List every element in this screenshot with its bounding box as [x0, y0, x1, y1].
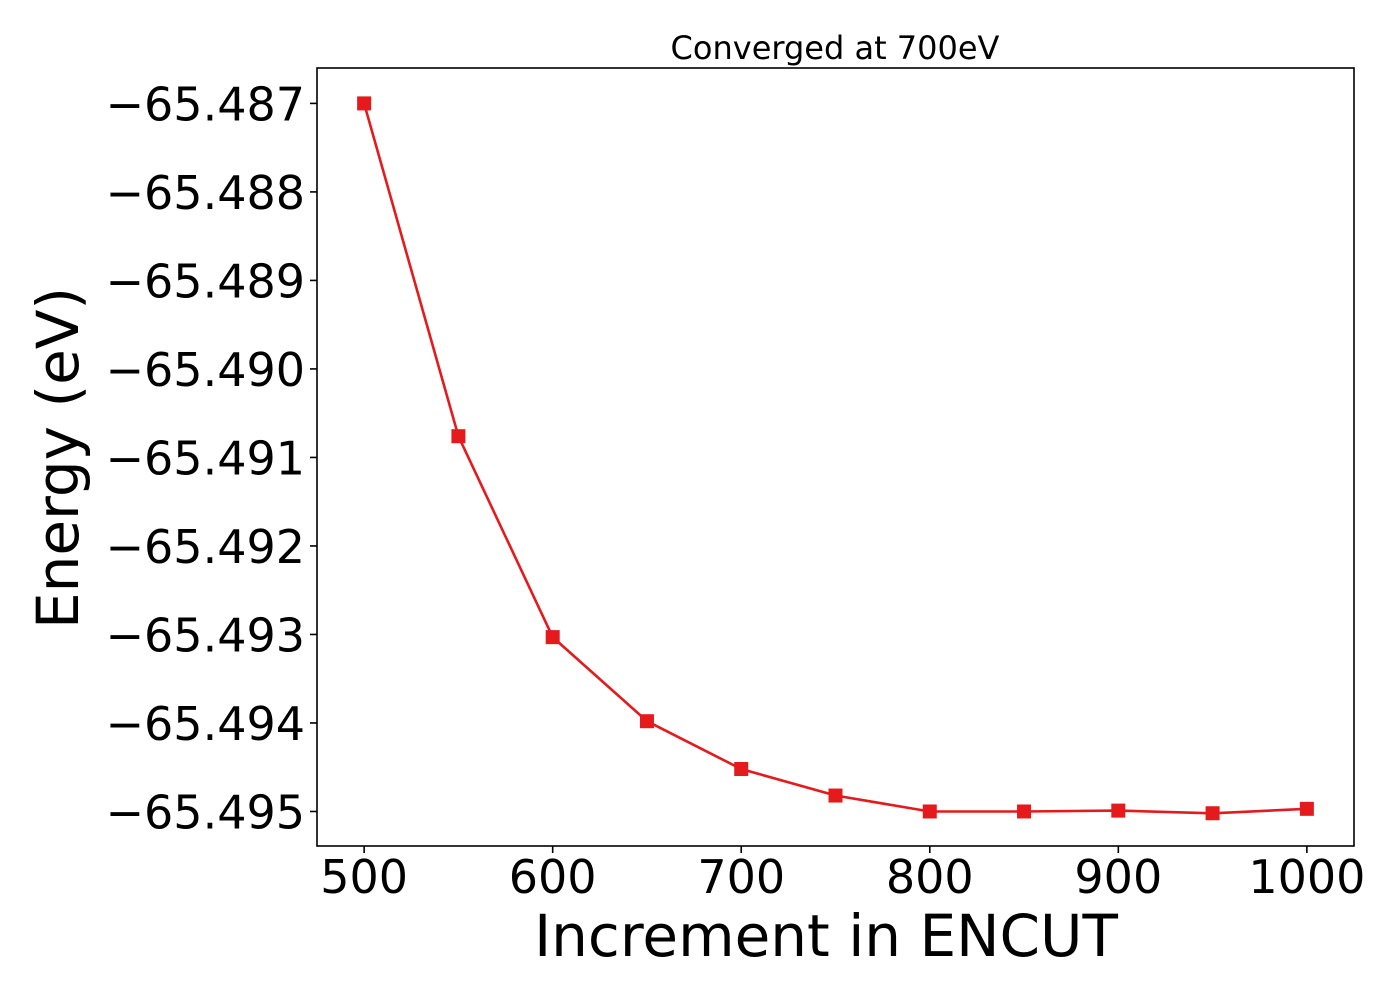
data-point: [922, 804, 937, 819]
data-point: [451, 429, 466, 444]
y-tick-label: −65.492: [106, 520, 306, 574]
data-point: [1299, 801, 1314, 816]
x-tick-label: 1000: [1248, 850, 1365, 904]
x-tick-label: 500: [320, 850, 408, 904]
series-layer: [357, 96, 1314, 821]
y-tick-label: −65.488: [106, 166, 306, 220]
chart-title: Converged at 700eV: [671, 29, 1000, 67]
data-point: [1017, 804, 1032, 819]
data-point: [828, 788, 843, 803]
data-point: [1111, 803, 1126, 818]
y-tick-label: −65.489: [106, 254, 306, 308]
x-tick-label: 600: [509, 850, 597, 904]
x-tick-label: 800: [886, 850, 974, 904]
x-axis: 500 600 700 800 900 1000: [320, 846, 1365, 904]
y-tick-label: −65.491: [106, 431, 306, 485]
y-tick-label: −65.493: [106, 608, 306, 662]
x-tick-label: 700: [697, 850, 785, 904]
data-point: [639, 714, 654, 729]
y-axis: −65.487 −65.488 −65.489 −65.490 −65.491 −65.4…: [106, 77, 317, 839]
y-tick-label: −65.495: [106, 785, 306, 839]
y-tick-label: −65.487: [106, 77, 306, 131]
y-tick-label: −65.490: [106, 343, 306, 397]
plot-frame: [316, 67, 1355, 847]
x-tick-label: 900: [1074, 850, 1162, 904]
data-point: [734, 761, 749, 776]
data-point: [357, 96, 372, 111]
x-axis-label: Increment in ENCUT: [534, 902, 1118, 970]
y-axis-label: Energy (eV): [24, 287, 92, 629]
series-line: [362, 103, 1307, 815]
y-tick-label: −65.494: [106, 697, 306, 751]
data-point: [545, 630, 560, 645]
data-point: [1205, 806, 1220, 821]
